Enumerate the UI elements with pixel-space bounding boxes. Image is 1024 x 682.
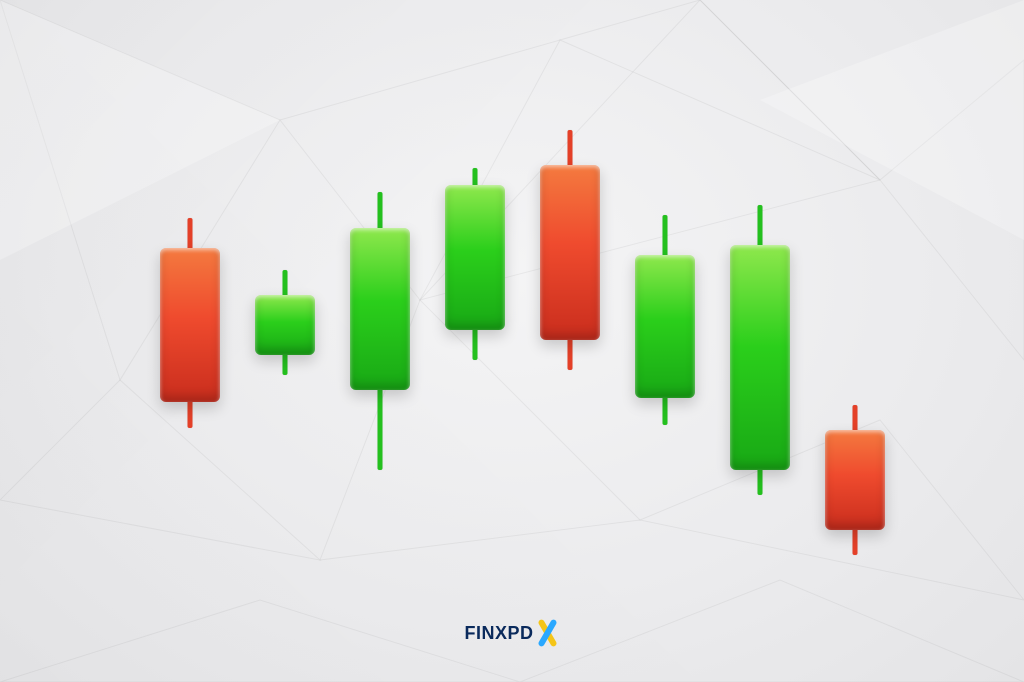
brand-logo-x-icon [536,620,560,646]
brand-logo-text: FINXPD [464,623,533,644]
brand-logo: FINXPD [464,620,559,646]
candle-body [635,255,695,398]
candle-5 [540,0,600,682]
candle-body [445,185,505,330]
candle-2 [255,0,315,682]
chart-canvas: FINXPD [0,0,1024,682]
candle-1 [160,0,220,682]
candle-body [730,245,790,470]
candlestick-chart [0,0,1024,682]
candle-3 [350,0,410,682]
candle-body [255,295,315,355]
candle-body [825,430,885,530]
candle-body [540,165,600,340]
candle-body [350,228,410,390]
candle-8 [825,0,885,682]
candle-4 [445,0,505,682]
candle-body [160,248,220,402]
candle-6 [635,0,695,682]
candle-7 [730,0,790,682]
